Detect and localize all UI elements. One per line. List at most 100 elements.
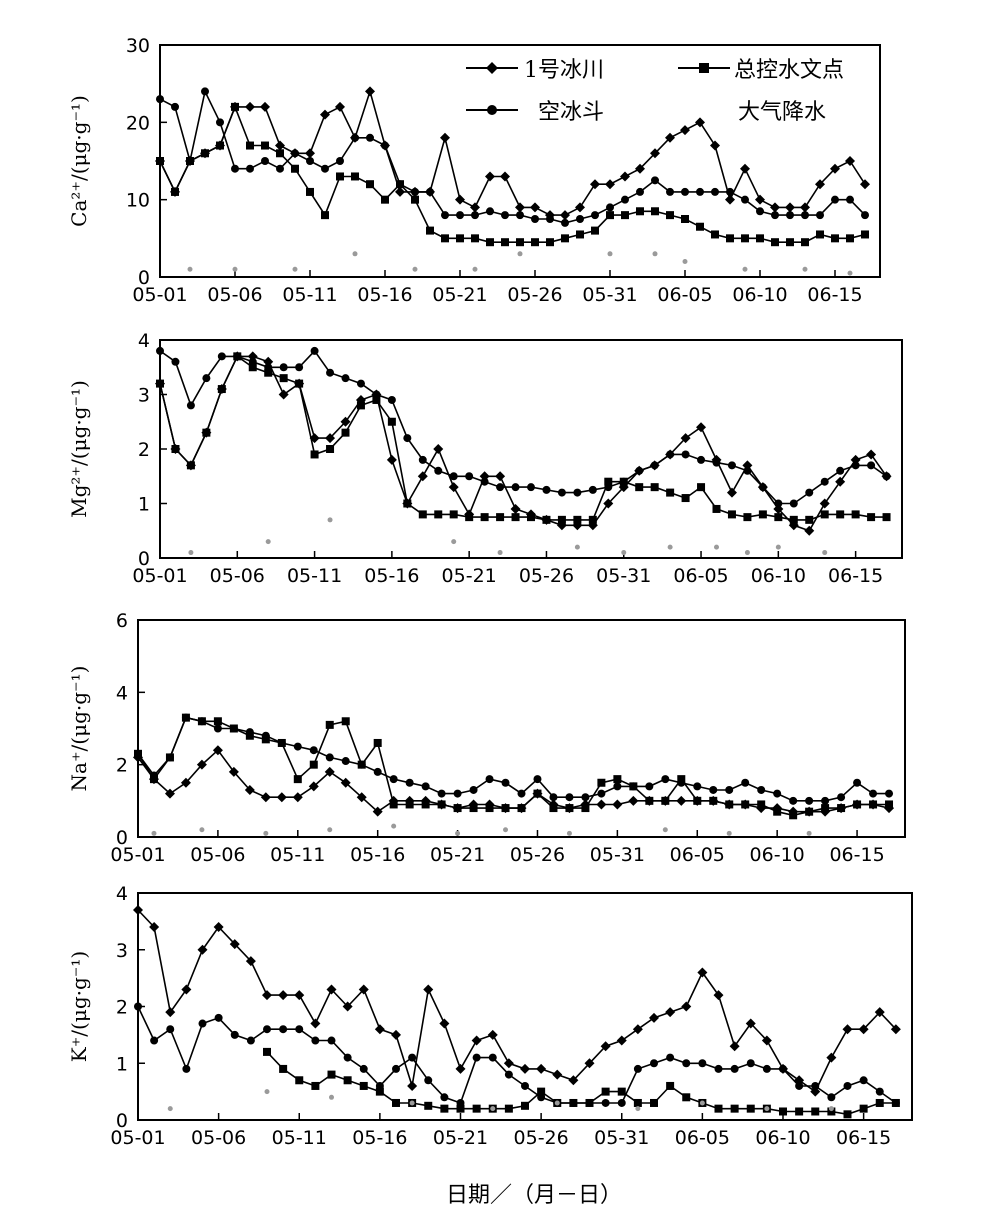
data-point	[531, 215, 539, 223]
data-point	[490, 1106, 496, 1112]
series-line	[159, 355, 887, 521]
data-point	[601, 1098, 610, 1107]
data-point	[633, 1064, 642, 1073]
series-3	[156, 346, 891, 508]
data-point	[557, 515, 566, 524]
data-point	[621, 195, 629, 204]
data-point	[730, 1064, 739, 1073]
x-tick-label: 06-10	[732, 284, 787, 306]
data-point	[230, 1030, 239, 1039]
y-tick-label: 0	[116, 1110, 128, 1132]
data-point	[757, 800, 766, 809]
data-point	[421, 782, 430, 791]
data-point	[433, 444, 444, 454]
data-point	[806, 830, 812, 836]
data-point	[804, 525, 815, 536]
y-tick-label: 2	[116, 997, 128, 1019]
x-tick-label: 06-05	[670, 844, 725, 866]
data-point	[448, 482, 459, 493]
data-point	[875, 1098, 884, 1107]
data-point	[561, 218, 569, 227]
data-point	[511, 483, 520, 492]
data-point	[695, 117, 705, 128]
data-point	[418, 455, 427, 464]
data-point	[186, 461, 195, 470]
legend-item-empty-cirque: 空冰斗	[466, 100, 604, 125]
data-point	[465, 472, 474, 481]
data-point	[837, 793, 846, 802]
data-point	[405, 778, 414, 787]
x-tick-label: 05-31	[596, 565, 651, 587]
data-point	[439, 1018, 450, 1029]
legend-label-glacier-no1: 1号冰川	[524, 58, 604, 83]
data-point	[666, 1081, 675, 1090]
data-point	[727, 510, 736, 519]
data-point	[309, 760, 318, 769]
data-point	[421, 800, 430, 809]
data-point	[591, 211, 599, 220]
data-point	[375, 1081, 384, 1090]
data-point	[764, 1106, 770, 1112]
legend-marker-circle	[487, 105, 497, 115]
series-4	[167, 1089, 834, 1112]
data-point	[606, 211, 614, 220]
data-point	[650, 461, 659, 470]
data-point	[661, 775, 670, 784]
data-point	[202, 374, 211, 383]
x-tick-label: 05-11	[272, 1127, 327, 1149]
data-point	[358, 984, 369, 995]
data-point	[607, 251, 613, 257]
data-point	[150, 1036, 159, 1045]
data-point	[151, 830, 157, 836]
data-point	[574, 544, 580, 550]
data-point	[859, 1104, 868, 1113]
data-point	[805, 515, 814, 524]
data-point	[391, 823, 397, 829]
data-point	[356, 401, 365, 410]
data-point	[546, 215, 554, 223]
data-point	[520, 1063, 530, 1074]
data-point	[501, 211, 509, 220]
data-point	[166, 1025, 175, 1034]
data-point	[869, 789, 878, 798]
data-point	[395, 186, 405, 197]
data-point	[789, 499, 798, 508]
data-point	[366, 133, 374, 142]
data-point	[775, 544, 781, 550]
data-point	[810, 1086, 821, 1097]
data-point	[156, 157, 164, 165]
x-tick-label: 05-01	[110, 844, 165, 866]
data-point	[696, 422, 707, 433]
data-point	[387, 395, 396, 404]
data-point	[828, 1106, 834, 1112]
y-tick-label: 2	[138, 439, 150, 461]
data-point	[651, 176, 659, 185]
data-point	[835, 476, 846, 487]
data-point	[758, 483, 767, 492]
data-point	[542, 515, 551, 524]
data-point	[308, 781, 319, 792]
data-point	[681, 215, 689, 223]
data-point	[292, 792, 303, 803]
data-point	[279, 1025, 288, 1034]
data-point	[516, 211, 524, 220]
data-point	[327, 1036, 336, 1045]
data-point	[340, 777, 351, 788]
data-point	[885, 789, 894, 798]
data-point	[496, 483, 505, 492]
data-point	[575, 202, 585, 213]
data-point	[485, 775, 494, 784]
data-point	[329, 1094, 334, 1100]
data-point	[604, 477, 613, 486]
series-3	[156, 87, 869, 227]
data-point	[212, 745, 223, 756]
x-tick-label: 05-21	[433, 1127, 488, 1149]
data-point	[217, 385, 226, 394]
data-point	[565, 793, 574, 802]
data-point	[503, 827, 509, 833]
data-point	[795, 1081, 804, 1090]
data-point	[186, 157, 194, 165]
data-point	[789, 796, 798, 805]
data-point	[771, 238, 779, 247]
x-tick-label: 05-26	[514, 1127, 569, 1149]
